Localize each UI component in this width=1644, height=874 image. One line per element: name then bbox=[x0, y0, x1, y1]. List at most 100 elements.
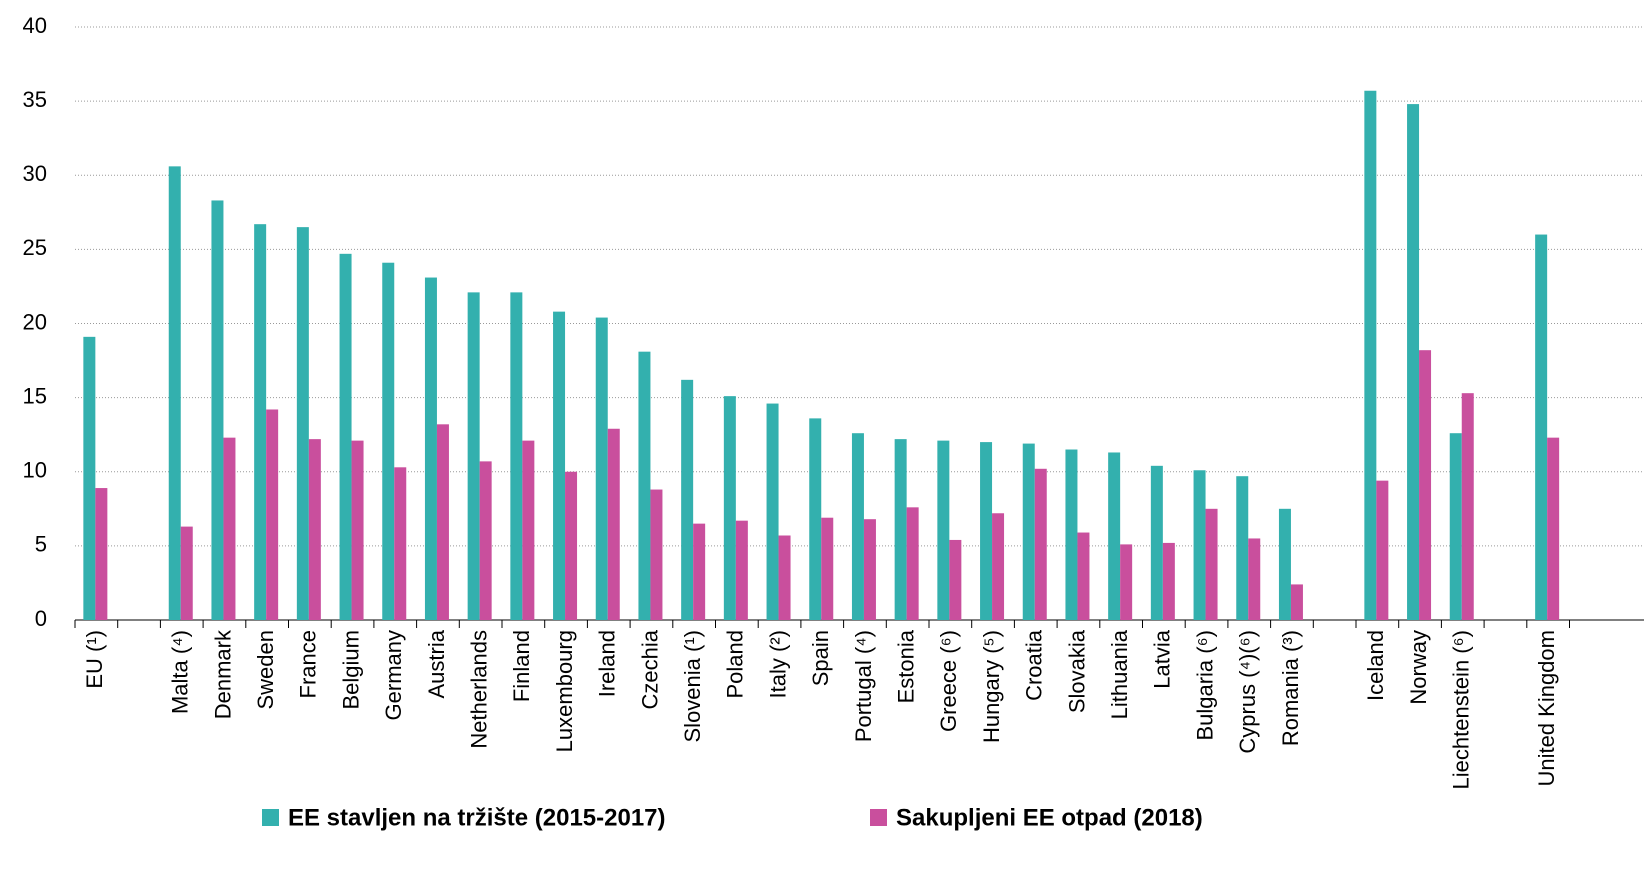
bar bbox=[382, 262, 395, 620]
bar bbox=[1065, 449, 1078, 620]
bar bbox=[308, 439, 321, 620]
bar bbox=[1108, 452, 1121, 620]
bar bbox=[168, 166, 181, 621]
x-tick-label: Estonia bbox=[893, 629, 918, 703]
bar bbox=[1535, 234, 1548, 621]
x-tick-label: Lithuania bbox=[1107, 629, 1132, 719]
bar bbox=[863, 519, 876, 620]
x-tick-label: Finland bbox=[509, 630, 534, 702]
x-tick-label: Portugal (⁴) bbox=[851, 630, 876, 742]
bar bbox=[223, 437, 236, 620]
bar bbox=[1407, 104, 1420, 621]
legend-swatch bbox=[870, 809, 887, 826]
bar bbox=[1449, 433, 1462, 620]
x-tick-label: Netherlands bbox=[466, 630, 491, 749]
x-tick-label: Cyprus (⁴)(⁶) bbox=[1235, 630, 1260, 754]
bar bbox=[766, 403, 779, 620]
bar bbox=[1120, 544, 1133, 620]
bar bbox=[180, 526, 193, 620]
bar bbox=[339, 253, 352, 620]
bar bbox=[638, 351, 651, 620]
bar bbox=[467, 292, 480, 620]
x-tick-label: EU (¹) bbox=[82, 630, 107, 689]
bar bbox=[1077, 532, 1090, 620]
bar bbox=[1461, 393, 1474, 620]
bar bbox=[351, 440, 364, 620]
legend-label: Sakupljeni EE otpad (2018) bbox=[896, 804, 1203, 831]
y-tick-label: 0 bbox=[35, 606, 47, 631]
y-tick-label: 35 bbox=[23, 87, 47, 112]
legend-label: EE stavljen na tržište (2015-2017) bbox=[288, 804, 666, 831]
x-tick-label: Romania (³) bbox=[1278, 630, 1303, 746]
bar bbox=[1022, 443, 1035, 620]
x-tick-label: Liechtenstein (⁶) bbox=[1449, 630, 1474, 789]
y-tick-label: 30 bbox=[23, 161, 47, 186]
x-tick-label: Czechia bbox=[637, 629, 662, 709]
bar bbox=[394, 467, 407, 620]
bar bbox=[821, 517, 834, 620]
bar bbox=[851, 433, 864, 620]
bar bbox=[83, 336, 96, 620]
bar bbox=[424, 277, 437, 620]
x-tick-label: Luxembourg bbox=[552, 630, 577, 752]
bar bbox=[894, 439, 907, 620]
y-tick-label: 25 bbox=[23, 235, 47, 260]
bar bbox=[650, 489, 663, 620]
bar bbox=[1193, 470, 1206, 620]
x-tick-label: Slovenia (¹) bbox=[680, 630, 705, 742]
bar bbox=[607, 428, 620, 620]
bar bbox=[1364, 90, 1377, 620]
bar bbox=[266, 409, 279, 620]
y-tick-label: 10 bbox=[23, 458, 47, 483]
y-tick-label: 15 bbox=[23, 383, 47, 408]
x-tick-label: Slovakia bbox=[1064, 629, 1089, 713]
x-tick-label: Austria bbox=[424, 629, 449, 698]
x-tick-label: Norway bbox=[1406, 630, 1431, 705]
bar bbox=[992, 513, 1005, 620]
bar bbox=[296, 227, 309, 620]
bar bbox=[681, 379, 694, 620]
x-tick-label: France bbox=[296, 630, 321, 698]
bar bbox=[1150, 465, 1163, 620]
bar bbox=[1376, 480, 1389, 620]
bar bbox=[1547, 437, 1560, 620]
bar bbox=[95, 488, 108, 620]
bar bbox=[565, 471, 578, 620]
y-tick-label: 20 bbox=[23, 309, 47, 334]
bar bbox=[949, 539, 962, 620]
bar bbox=[1278, 508, 1291, 620]
bar bbox=[1290, 584, 1303, 620]
bar bbox=[1162, 542, 1175, 620]
bar bbox=[211, 200, 224, 620]
bar bbox=[595, 317, 608, 620]
x-tick-label: Croatia bbox=[1022, 629, 1047, 701]
x-tick-label: Iceland bbox=[1363, 630, 1388, 701]
x-tick-label: United Kingdom bbox=[1534, 630, 1559, 787]
x-tick-label: Hungary (⁵) bbox=[979, 630, 1004, 743]
bar bbox=[937, 440, 950, 620]
bar bbox=[522, 440, 535, 620]
bar bbox=[723, 396, 736, 620]
bar bbox=[809, 418, 822, 620]
x-tick-label: Ireland bbox=[595, 630, 620, 697]
bar bbox=[906, 507, 919, 620]
bar bbox=[254, 224, 267, 621]
y-tick-label: 40 bbox=[23, 13, 47, 38]
y-tick-label: 5 bbox=[35, 532, 47, 557]
bar bbox=[735, 520, 748, 620]
bar bbox=[553, 311, 566, 620]
bar bbox=[1034, 468, 1047, 620]
x-tick-label: Poland bbox=[723, 630, 748, 699]
x-tick-label: Germany bbox=[381, 630, 406, 720]
bar bbox=[980, 442, 993, 620]
x-tick-label: Malta (⁴) bbox=[168, 630, 193, 714]
bar bbox=[693, 523, 706, 620]
legend-swatch bbox=[262, 809, 279, 826]
x-tick-label: Spain bbox=[808, 630, 833, 686]
x-tick-label: Italy (²) bbox=[765, 630, 790, 698]
x-tick-label: Sweden bbox=[253, 630, 278, 710]
bar bbox=[510, 292, 523, 620]
x-tick-label: Greece (⁶) bbox=[936, 630, 961, 732]
bar bbox=[436, 424, 449, 620]
bar bbox=[1205, 508, 1218, 620]
